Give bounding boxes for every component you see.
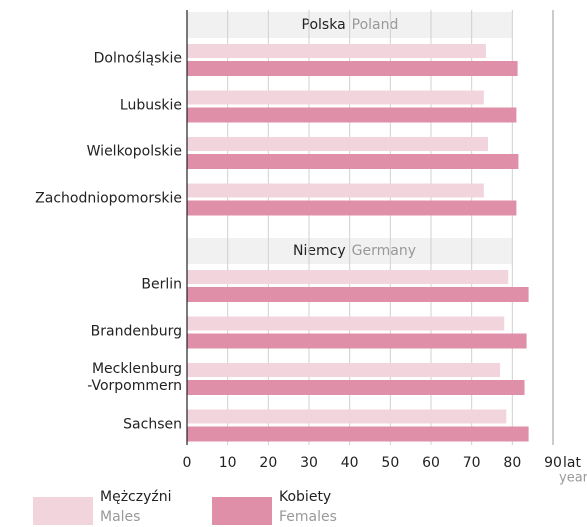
category-label: Zachodniopomorskie	[35, 190, 182, 206]
legend-swatch	[33, 497, 93, 525]
category-label: Wielkopolskie	[86, 143, 182, 160]
bar	[187, 316, 505, 331]
x-tick-label: 20	[259, 455, 277, 471]
category-label: Sachsen	[123, 416, 182, 432]
group-title: Polska	[302, 17, 346, 33]
x-tick-label: 40	[341, 455, 359, 471]
category-label: Lubuskie	[119, 97, 182, 113]
x-axis-label-en: years	[559, 471, 587, 486]
x-tick-label: 50	[381, 455, 399, 471]
group-title-en: Germany	[352, 243, 416, 259]
bar	[187, 363, 501, 377]
category-label: Brandenburg	[90, 323, 182, 339]
legend-label-en: Males	[100, 509, 140, 525]
category-label: Dolnośląskie	[93, 50, 182, 67]
bar	[187, 270, 509, 284]
category-label: Mecklenburg -Vorpommern	[87, 361, 182, 394]
x-tick-label: 30	[300, 455, 318, 471]
group-title: Niemcy	[293, 243, 346, 259]
x-tick-label: 90	[544, 455, 562, 471]
category-label: Berlin	[141, 276, 182, 293]
bar	[187, 183, 484, 198]
bar	[187, 409, 507, 424]
bar	[187, 287, 529, 302]
group-title-en: Poland	[352, 17, 399, 33]
legend-swatch	[212, 497, 272, 525]
x-tick-label: 80	[503, 455, 521, 471]
bar	[187, 90, 484, 105]
legend-label: Mężczyźni	[100, 489, 171, 505]
bar	[187, 44, 486, 58]
bar	[187, 333, 527, 349]
x-tick-label: 60	[422, 455, 440, 471]
bar	[187, 154, 519, 169]
legend-label: Kobiety	[279, 489, 331, 505]
x-tick-label: 0	[183, 455, 192, 471]
bar	[187, 200, 517, 216]
bar	[187, 380, 525, 395]
bar	[187, 107, 517, 123]
x-tick-label: 70	[463, 455, 481, 471]
x-axis-label: lat	[563, 455, 581, 471]
bar	[187, 137, 488, 151]
bar	[187, 426, 529, 442]
x-tick-label: 10	[219, 455, 237, 471]
legend-label-en: Females	[279, 509, 337, 525]
bar	[187, 61, 518, 76]
